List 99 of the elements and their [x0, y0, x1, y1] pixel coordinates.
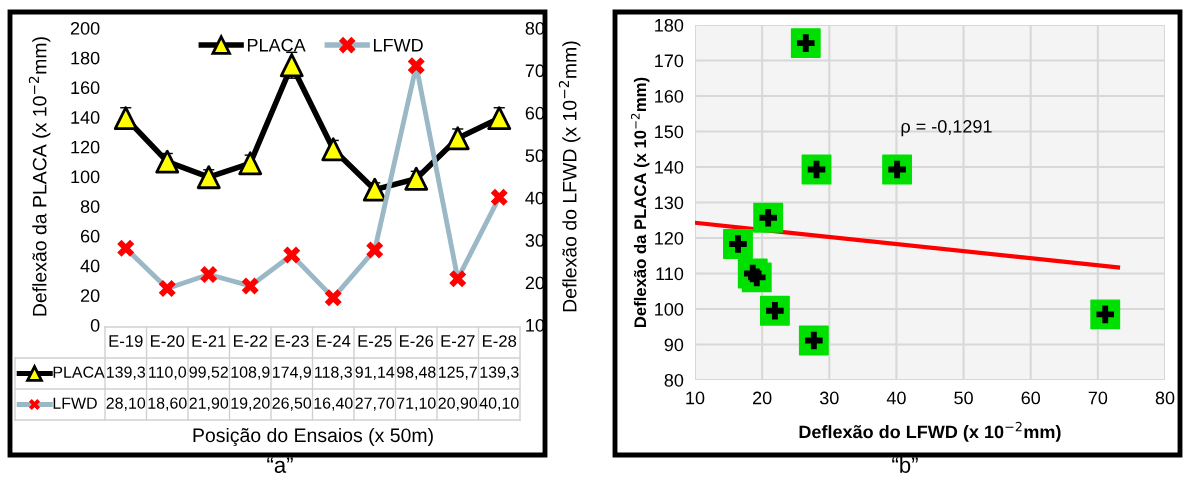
- point: [366, 241, 384, 259]
- y-tick-label: 140: [71, 111, 100, 124]
- x-tick-label: 20: [753, 391, 772, 405]
- text: PLACA: [53, 366, 105, 378]
- y-tick-label: 200: [70, 21, 100, 35]
- data-label: 118,3: [315, 366, 352, 380]
- data-label: 28,10: [106, 397, 146, 411]
- point: [759, 295, 790, 326]
- point: [283, 246, 301, 264]
- annotation: ρ = -0,1291: [901, 120, 992, 137]
- point: [117, 239, 135, 257]
- point: [158, 280, 176, 298]
- x-tick-label: 10: [686, 391, 705, 405]
- data-label: 110,0: [149, 366, 187, 380]
- point: [238, 151, 263, 176]
- y-tick-label: 140: [655, 160, 684, 174]
- point: [882, 154, 913, 185]
- y2-axis-title: Deflexão do LFWD (x 10$^{−2}$mm): [558, 41, 581, 312]
- y-tick-label: 90: [664, 338, 684, 352]
- x-tick-label: 60: [1021, 391, 1041, 405]
- point: [241, 277, 259, 295]
- data-label: 99,52: [189, 366, 228, 380]
- point: [449, 270, 467, 288]
- point: [279, 53, 304, 78]
- point: [321, 137, 346, 162]
- x-tick-label: E-27: [441, 335, 475, 347]
- point: [362, 177, 387, 202]
- y-tick-label: 150: [655, 125, 684, 139]
- data-label: 26,50: [272, 397, 312, 411]
- point: [113, 106, 138, 131]
- data-label: 71,10: [397, 397, 436, 411]
- data-label: 18,60: [148, 397, 187, 411]
- point: [723, 229, 753, 259]
- point: [790, 28, 821, 59]
- y-axis-title: Deflexão da PLACA (x 10$^{−2}$mm): [630, 77, 650, 328]
- point: [1090, 299, 1121, 330]
- text: LFWD: [53, 397, 97, 409]
- x-axis-title: Deflexão do LFWD (x 10$^{−2}$mm): [799, 421, 1061, 442]
- y-tick-label: 180: [655, 18, 684, 32]
- data-label: 20,90: [438, 397, 478, 411]
- text: “b”: [892, 456, 918, 473]
- point: [324, 289, 342, 307]
- y-tick-label: 0: [90, 318, 100, 332]
- data-label: 174,9: [272, 366, 311, 380]
- point: [798, 325, 829, 356]
- point: [196, 165, 221, 190]
- data-label: 40,10: [479, 397, 519, 411]
- data-label: 19,20: [231, 397, 270, 411]
- y-tick-label: 160: [655, 89, 684, 103]
- x-tick-label: 80: [1155, 391, 1175, 405]
- y-axis-title: Deflexão da PLACA (x 10$^{−2}$mm): [28, 37, 51, 316]
- text: “a”: [267, 457, 293, 473]
- data-label: 21,90: [189, 397, 229, 411]
- x-tick-label: E-28: [483, 335, 517, 347]
- x-tick-label: E-26: [400, 335, 434, 347]
- x-tick-label: 30: [819, 391, 839, 405]
- y-tick-label: 120: [655, 231, 684, 245]
- x-tick-label: E-24: [317, 335, 351, 347]
- x-axis-title: Posição do Ensaios (x 50m): [193, 427, 433, 447]
- x-tick-label: E-20: [151, 335, 185, 347]
- y-tick-label: 170: [655, 54, 684, 68]
- x-tick-label: E-25: [358, 335, 392, 347]
- y-tick-label: 80: [80, 200, 100, 213]
- y-tick-label: 160: [71, 81, 100, 95]
- x-tick-label: 50: [954, 391, 973, 405]
- data-label: 139,3: [106, 366, 146, 380]
- y-tick-label: 40: [80, 259, 100, 273]
- legend-label: LFWD: [373, 38, 423, 52]
- data-label: 98,48: [397, 366, 436, 380]
- data-label: 139,3: [480, 366, 519, 380]
- y-tick-label: 80: [664, 373, 684, 387]
- x-tick-label: E-23: [275, 335, 309, 347]
- x-tick-label: 70: [1088, 391, 1108, 405]
- data-label: 91,14: [355, 366, 395, 380]
- point: [490, 188, 508, 206]
- data-label: 27,70: [355, 397, 395, 411]
- data-label: 16,40: [314, 397, 353, 411]
- x-tick-label: E-19: [109, 335, 143, 347]
- point: [200, 266, 218, 284]
- point: [155, 149, 180, 174]
- point: [407, 57, 425, 75]
- point: [487, 106, 512, 131]
- y-tick-label: 60: [80, 229, 100, 243]
- y-tick-label: 110: [656, 267, 684, 281]
- y-tick-label: 120: [71, 140, 100, 154]
- y-tick-label: 100: [71, 170, 100, 184]
- x-tick-label: 40: [886, 391, 906, 405]
- point: [753, 202, 784, 233]
- y-tick-label: 100: [655, 302, 684, 316]
- y-tick-label: 130: [655, 196, 684, 210]
- point: [404, 166, 429, 191]
- y-tick-label: 20: [80, 289, 100, 303]
- point: [445, 126, 470, 151]
- data-label: 108,9: [231, 366, 270, 380]
- x-tick-label: E-21: [192, 335, 226, 347]
- data-label: 125,7: [438, 366, 477, 380]
- x-tick-label: E-22: [234, 335, 268, 347]
- legend-label: PLACA: [247, 38, 306, 52]
- y-tick-label: 180: [71, 51, 100, 65]
